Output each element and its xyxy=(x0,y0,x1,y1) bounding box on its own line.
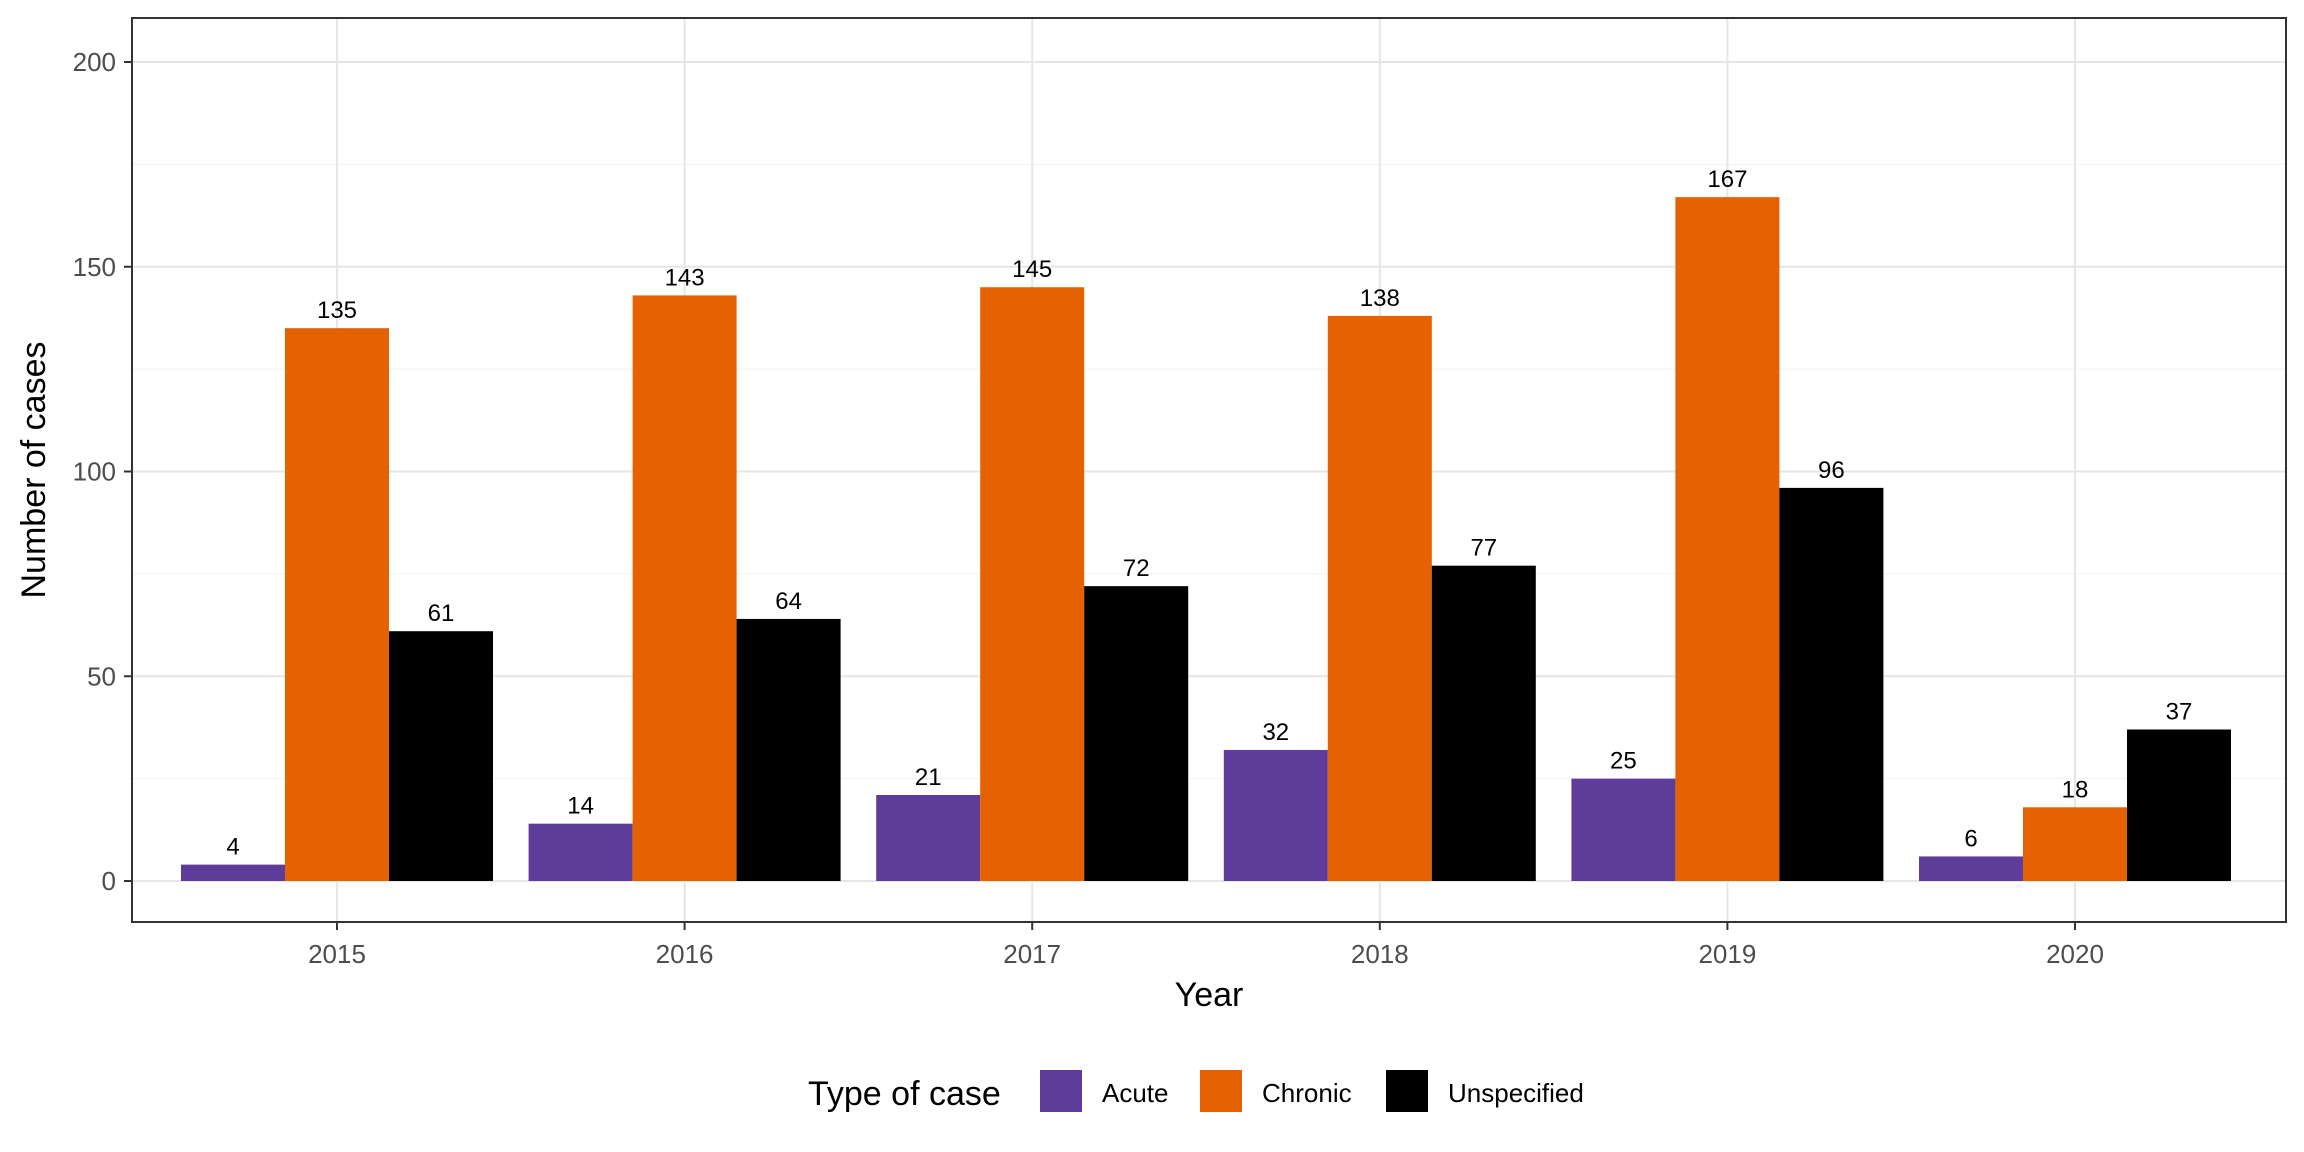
y-tick-label: 150 xyxy=(73,252,116,282)
legend-label-unspecified: Unspecified xyxy=(1448,1078,1584,1108)
legend-label-chronic: Chronic xyxy=(1262,1078,1352,1108)
bar-unspecified xyxy=(1084,586,1189,881)
bar-acute xyxy=(1223,749,1328,881)
data-label-unspecified: 37 xyxy=(2166,698,2193,725)
y-tick-label: 0 xyxy=(102,866,116,896)
bar-unspecified xyxy=(389,631,493,881)
bar-unspecified xyxy=(1431,565,1536,881)
y-tick-label: 50 xyxy=(87,661,116,691)
bar-chronic xyxy=(2023,807,2127,881)
data-label-chronic: 167 xyxy=(1707,166,1747,193)
data-labels: 4 135 61 14 143 64 21 145 72 32 138 77 25 167 96 6 18 37 xyxy=(226,166,2192,860)
data-label-acute: 21 xyxy=(915,764,942,791)
x-tick-label: 2015 xyxy=(308,939,366,969)
y-tick-label: 200 xyxy=(73,47,116,77)
x-tick-label: 2017 xyxy=(1003,939,1061,969)
plot-panel-border xyxy=(131,17,2287,923)
legend-label-acute: Acute xyxy=(1102,1078,1169,1108)
y-axis: 0 50 100 150 200 xyxy=(73,47,132,896)
legend-key-chronic xyxy=(1200,1070,1242,1112)
data-label-unspecified: 96 xyxy=(1818,457,1845,484)
data-label-chronic: 145 xyxy=(1012,256,1052,283)
bar-unspecified xyxy=(2127,729,2231,881)
data-label-chronic: 143 xyxy=(665,264,705,291)
x-tick-label: 2018 xyxy=(1351,939,1409,969)
legend-items: Acute Chronic Unspecified xyxy=(1040,1070,1584,1112)
data-label-unspecified: 77 xyxy=(1470,535,1497,562)
bar-chronic xyxy=(1327,315,1432,881)
bar-chronic xyxy=(980,287,1085,882)
data-label-acute: 14 xyxy=(567,793,594,820)
data-label-acute: 25 xyxy=(1610,748,1637,775)
data-label-chronic: 138 xyxy=(1360,285,1400,312)
y-axis-title: Number of cases xyxy=(15,342,53,599)
bar-acute xyxy=(1919,856,2023,881)
bar-acute xyxy=(1571,778,1676,881)
data-label-chronic: 135 xyxy=(317,297,357,324)
y-tick-label: 100 xyxy=(73,457,116,487)
x-tick-label: 2016 xyxy=(656,939,714,969)
x-axis-title: Year xyxy=(1175,976,1244,1014)
x-tick-label: 2019 xyxy=(1698,939,1756,969)
x-tick-label: 2020 xyxy=(2046,939,2104,969)
legend-title: Type of case xyxy=(808,1075,1001,1113)
bar-chronic xyxy=(1675,197,1780,881)
data-label-unspecified: 64 xyxy=(775,588,802,615)
data-label-unspecified: 72 xyxy=(1123,555,1150,582)
bar-acute xyxy=(876,795,981,881)
bar-chronic xyxy=(285,328,389,881)
legend: Type of case Acute Chronic Unspecified xyxy=(808,1070,1584,1113)
bar-unspecified xyxy=(1779,487,1884,881)
legend-key-acute xyxy=(1040,1070,1082,1112)
data-label-acute: 4 xyxy=(226,834,239,861)
legend-key-unspecified xyxy=(1386,1070,1428,1112)
bar-acute xyxy=(181,864,285,881)
x-axis: 2015 2016 2017 2018 2019 2020 xyxy=(308,922,2104,969)
data-label-chronic: 18 xyxy=(2062,776,2089,803)
data-label-acute: 6 xyxy=(1964,825,1977,852)
bar-unspecified xyxy=(736,618,841,881)
data-label-unspecified: 61 xyxy=(428,600,455,627)
bar-chronic xyxy=(632,295,737,881)
data-label-acute: 32 xyxy=(1262,719,1289,746)
bar-acute xyxy=(528,823,633,881)
bars xyxy=(181,197,2231,882)
